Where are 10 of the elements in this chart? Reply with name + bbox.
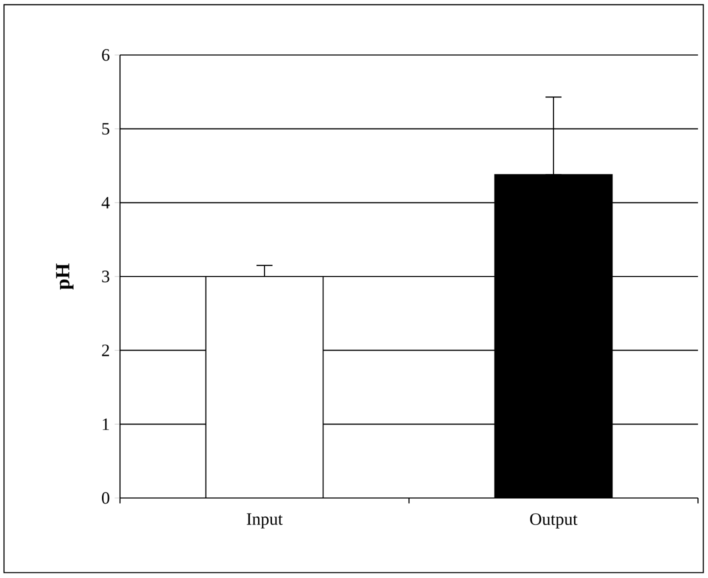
y-axis-title: pH xyxy=(56,263,74,290)
y-tick-label: 1 xyxy=(102,418,109,430)
x-tick-label: Input xyxy=(246,513,283,528)
y-tick-label: 6 xyxy=(102,49,110,61)
y-tick-label: 4 xyxy=(102,196,110,208)
x-tick-label: Output xyxy=(530,513,578,529)
y-tick-label: 3 xyxy=(102,270,110,282)
y-tick-label: 2 xyxy=(102,344,110,356)
y-tick-label: 0 xyxy=(102,492,110,504)
y-tick-label: 5 xyxy=(102,123,110,135)
